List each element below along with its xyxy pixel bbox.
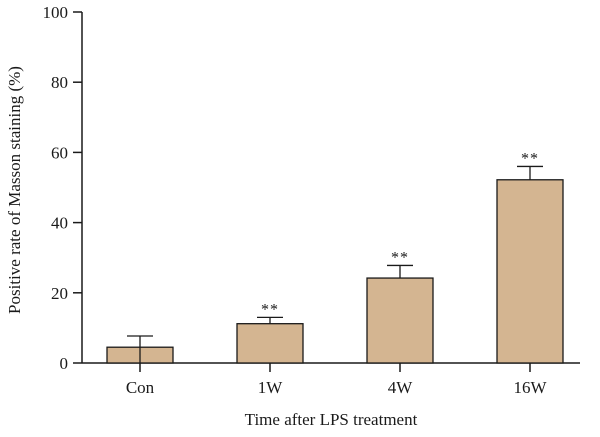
significance-label: ** bbox=[521, 150, 539, 167]
x-tick-label: 1W bbox=[258, 378, 284, 397]
y-tick-label: 20 bbox=[51, 284, 68, 303]
x-ticks: Con 1W 4W 16W bbox=[126, 363, 547, 397]
y-ticks: 0 20 40 60 80 100 bbox=[43, 3, 82, 373]
bar bbox=[366, 277, 434, 364]
bar-group: ** bbox=[236, 301, 304, 364]
x-tick-label: 4W bbox=[388, 378, 414, 397]
y-axis: 0 20 40 60 80 100 bbox=[43, 3, 83, 373]
x-tick-label: 16W bbox=[513, 378, 547, 397]
bar-group bbox=[106, 335, 174, 364]
y-tick-label: 0 bbox=[60, 354, 69, 373]
bars: ** ** ** bbox=[106, 150, 564, 364]
y-tick-label: 60 bbox=[51, 143, 68, 162]
y-tick-label: 80 bbox=[51, 73, 68, 92]
significance-label: ** bbox=[391, 249, 409, 266]
bar-group: ** bbox=[366, 249, 434, 364]
y-tick-label: 40 bbox=[51, 214, 68, 233]
bar bbox=[236, 323, 304, 364]
bar bbox=[496, 179, 564, 364]
significance-label: ** bbox=[261, 301, 279, 318]
x-tick-label: Con bbox=[126, 378, 155, 397]
y-axis-title: Positive rate of Masson staining (%) bbox=[5, 66, 24, 314]
x-axis: Con 1W 4W 16W bbox=[82, 362, 580, 397]
x-axis-title: Time after LPS treatment bbox=[245, 410, 418, 429]
bar-group: ** bbox=[496, 150, 564, 364]
y-tick-label: 100 bbox=[43, 3, 69, 22]
